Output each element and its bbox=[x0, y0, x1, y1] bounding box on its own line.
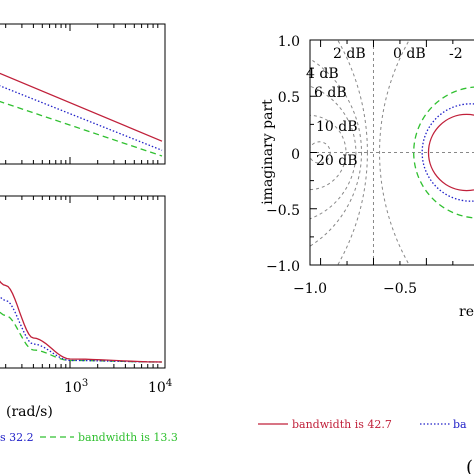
x-tick-minus-0-5: −0.5 bbox=[383, 281, 417, 297]
m-label-10db: 10 dB bbox=[316, 119, 358, 135]
y-tick-0-5: 0.5 bbox=[278, 90, 300, 106]
m-circle bbox=[337, 40, 368, 265]
magnitude-series-bandwidth-13-3 bbox=[0, 100, 163, 157]
m-label-0db: 0 dB bbox=[393, 46, 426, 62]
y-tick-minus-1: −1.0 bbox=[266, 259, 300, 275]
x-tick-1e4: 104 bbox=[148, 378, 172, 396]
m-label-20db: 20 dB bbox=[316, 153, 358, 169]
response-panel-ticks bbox=[5, 196, 159, 368]
m-circle bbox=[310, 85, 357, 220]
m-circle bbox=[310, 58, 362, 247]
magnitude-panel bbox=[0, 23, 166, 165]
m-circle bbox=[379, 40, 410, 265]
m-circles-panel-ticks bbox=[310, 39, 454, 266]
m-circles-panel: 1.0 0.5 0 −0.5 −1.0 −1.0 −0.5 re imagina… bbox=[260, 34, 474, 320]
y-tick-minus-0-5: −0.5 bbox=[266, 203, 300, 219]
y-axis-label-right: imaginary part bbox=[260, 99, 276, 205]
response-series-bandwidth-32-2 bbox=[0, 295, 162, 363]
response-series-bandwidth-13-3 bbox=[0, 311, 162, 363]
x-tick-minus-1: −1.0 bbox=[293, 281, 327, 297]
response-series-bandwidth-42-7 bbox=[0, 280, 163, 363]
m-label-2db: 2 dB bbox=[333, 46, 366, 62]
x-axis-label-left: (rad/s) bbox=[6, 404, 53, 420]
x-axis-label-right: re bbox=[459, 304, 474, 320]
magnitude-series-bandwidth-42-7 bbox=[0, 72, 163, 142]
y-tick-1: 1.0 bbox=[278, 34, 300, 50]
legend-left: s 32.2 bandwidth is 13.3 bbox=[0, 431, 178, 444]
magnitude-panel-frame bbox=[0, 23, 166, 165]
legend-right: bandwidth is 42.7 ba bbox=[258, 418, 467, 431]
legend-red-label: bandwidth is 42.7 bbox=[292, 418, 392, 431]
panel-tag: ( bbox=[466, 457, 473, 474]
y-tick-0: 0 bbox=[291, 147, 300, 163]
nyquist-series-bandwidth-13-3 bbox=[413, 86, 474, 219]
response-panel: 103 104 (rad/s) bbox=[0, 195, 172, 420]
legend-blue-tail-right: ba bbox=[453, 418, 467, 431]
legend-blue-tail-left: s 32.2 bbox=[0, 431, 34, 444]
response-panel-frame bbox=[0, 195, 166, 369]
magnitude-series-bandwidth-32-2 bbox=[0, 85, 163, 151]
x-tick-1e3: 103 bbox=[64, 378, 88, 396]
legend-green-label: bandwidth is 13.3 bbox=[78, 431, 178, 444]
m-label-minus-2: -2 bbox=[449, 46, 463, 62]
magnitude-panel-ticks bbox=[5, 24, 159, 164]
m-label-6db: 6 dB bbox=[314, 85, 347, 101]
nyquist-series-bandwidth-42-7 bbox=[427, 113, 474, 192]
m-label-4db: 4 dB bbox=[306, 66, 339, 82]
nyquist-series-bandwidth-32-2 bbox=[421, 103, 474, 202]
